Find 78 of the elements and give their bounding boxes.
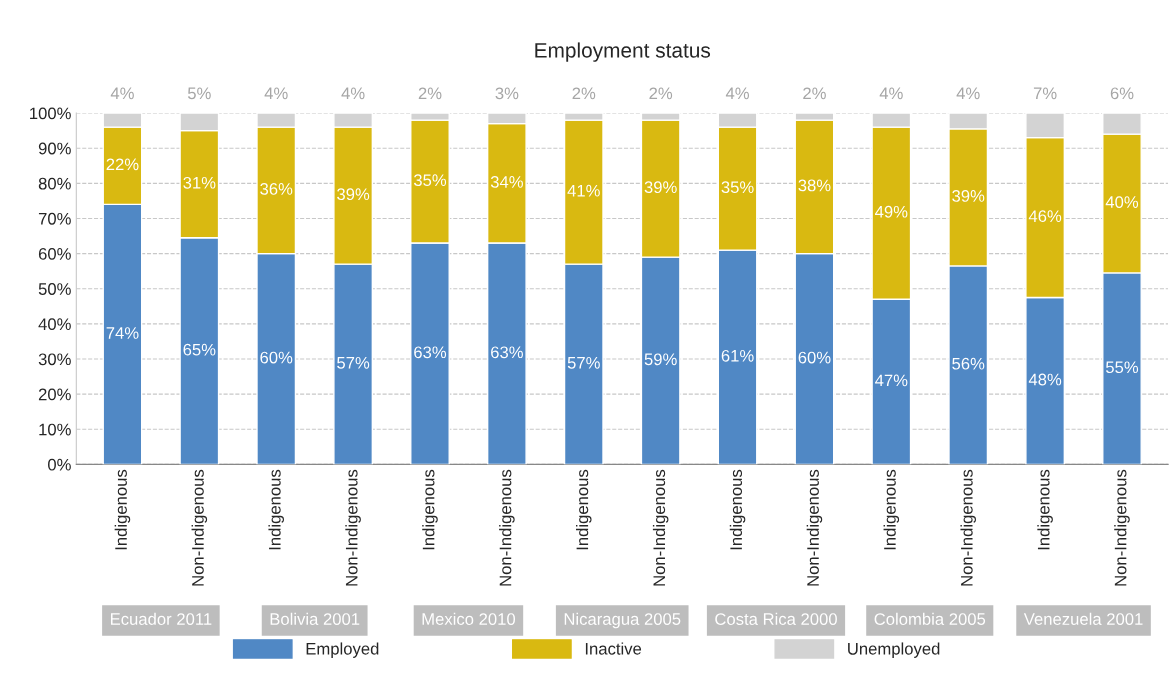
legend-label: Inactive (585, 642, 642, 655)
data-label: 35% (721, 181, 754, 194)
y-tick-label: 40% (38, 318, 71, 331)
text: Mexico 2010 (422, 612, 516, 625)
data-label: 56% (952, 357, 985, 370)
y-tick-label: 0% (48, 458, 71, 471)
data-label: 60% (260, 351, 293, 364)
data-label: 63% (491, 346, 523, 359)
x-tick-label: Indigenous (1037, 469, 1053, 550)
data-label: 39% (337, 188, 370, 201)
data-label: 4% (110, 87, 134, 100)
y-tick-label: 20% (38, 388, 71, 401)
x-tick-label: Indigenous (114, 469, 131, 550)
data-label: 39% (952, 190, 985, 202)
y-tick-label: 60% (38, 247, 71, 260)
data-label: 2% (803, 87, 826, 100)
x-tick-label: Indigenous (268, 469, 284, 550)
data-label: 2% (572, 87, 596, 100)
data-label: 4% (264, 87, 288, 100)
data-label: 41% (567, 184, 600, 197)
data-label: 55% (1105, 361, 1139, 374)
text: Ecuador 2011 (110, 612, 212, 625)
data-label: 74% (106, 327, 139, 339)
x-tick-label: Indigenous (576, 469, 592, 550)
data-label: 6% (1110, 87, 1134, 100)
data-label: 40% (1105, 196, 1139, 208)
x-tick-label: Non-Indigenous (345, 469, 361, 586)
data-label: 38% (798, 179, 831, 192)
data-label: 36% (260, 183, 293, 195)
data-label: 4% (341, 87, 365, 100)
y-tick-label: 30% (38, 353, 71, 366)
x-tick-label: Non-Indigenous (652, 469, 669, 586)
data-label: 39% (644, 181, 677, 194)
y-tick-label: 50% (38, 283, 71, 295)
y-tick-label: 100% (30, 107, 71, 120)
x-tick-label: Non-Indigenous (1114, 469, 1130, 586)
data-label: 4% (956, 87, 980, 100)
data-label: 5% (187, 87, 211, 100)
chart-title: Employment status (535, 42, 711, 62)
data-label: 35% (413, 174, 447, 187)
data-label: 47% (875, 374, 908, 387)
data-label: 31% (183, 176, 216, 189)
x-tick-label: Non-Indigenous (191, 469, 208, 586)
data-label: 61% (721, 349, 754, 362)
x-tick-label: Non-Indigenous (960, 469, 976, 586)
legend-label: Employed (306, 642, 379, 658)
x-tick-label: Indigenous (729, 469, 746, 550)
y-tick-label: 80% (38, 177, 71, 190)
data-label: 7% (1033, 87, 1057, 100)
data-label: 4% (879, 87, 903, 100)
data-label: 4% (725, 87, 749, 100)
y-tick-label: 10% (39, 423, 71, 436)
x-tick-label: Indigenous (883, 469, 900, 550)
x-tick-label: Non-Indigenous (806, 469, 823, 586)
data-label: 59% (644, 353, 677, 366)
legend-label: Unemployed (848, 642, 940, 658)
text: Venezuela 2001 (1023, 612, 1143, 625)
data-label: 2% (649, 87, 673, 100)
data-label: 57% (567, 356, 600, 369)
data-label: 2% (418, 87, 442, 100)
y-tick-label: 70% (38, 212, 71, 225)
x-tick-label: Indigenous (422, 469, 438, 550)
data-label: 46% (1028, 210, 1062, 223)
data-label: 63% (414, 346, 447, 359)
text: Bolivia 2001 (270, 612, 360, 625)
data-label: 60% (798, 351, 831, 364)
text: Nicaragua 2005 (564, 612, 681, 629)
data-label: 48% (1028, 373, 1062, 386)
data-label: 34% (490, 176, 523, 188)
text: Costa Rica 2000 (715, 612, 837, 625)
data-label: 3% (495, 87, 519, 100)
data-label: 57% (337, 356, 370, 369)
x-tick-label: Non-Indigenous (499, 469, 515, 586)
y-tick-label: 90% (38, 142, 71, 155)
data-label: 49% (875, 205, 908, 218)
data-label: 22% (106, 158, 139, 171)
data-label: 65% (183, 343, 216, 356)
text: Colombia 2005 (874, 612, 986, 625)
